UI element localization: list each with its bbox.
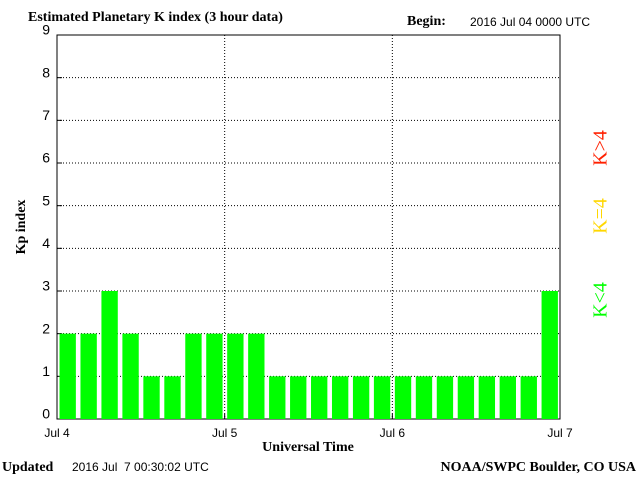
bar — [122, 333, 139, 419]
bar — [541, 291, 558, 419]
bar — [101, 291, 118, 419]
bar — [520, 376, 537, 419]
credit: NOAA/SWPC Boulder, CO USA — [440, 460, 636, 475]
y-tick-label: 0 — [42, 406, 50, 422]
chart-title: Estimated Planetary K index (3 hour data… — [28, 10, 283, 25]
y-axis-label: Kp index — [14, 200, 29, 255]
x-tick-label: Jul 6 — [380, 426, 406, 440]
y-tick-label: 6 — [42, 150, 50, 166]
bar — [415, 376, 433, 419]
bar — [59, 333, 76, 419]
y-tick-label: 7 — [42, 107, 50, 123]
y-tick-label: 3 — [42, 278, 50, 294]
bar — [436, 376, 454, 419]
x-axis-label: Universal Time — [262, 440, 354, 455]
y-tick-label: 5 — [42, 192, 50, 208]
bar — [331, 376, 349, 419]
begin-date: 2016 Jul 04 0000 UTC — [470, 15, 590, 29]
bar — [394, 376, 412, 419]
bar — [143, 376, 160, 419]
updated-date: 2016 Jul 7 00:30:02 UTC — [72, 460, 209, 474]
y-tick-label: 4 — [42, 235, 50, 251]
bar — [373, 376, 391, 419]
x-tick-label: Jul 5 — [212, 426, 238, 440]
x-tick-label: Jul 7 — [547, 426, 573, 440]
legend-entry: K>4 — [590, 130, 612, 166]
bar — [164, 376, 181, 419]
bar — [499, 376, 516, 419]
bar — [352, 376, 370, 419]
bar — [248, 333, 265, 419]
bar — [311, 376, 328, 419]
legend-entry: K<4 — [590, 282, 612, 318]
y-tick-label: 2 — [42, 320, 50, 336]
bar — [290, 376, 307, 419]
bar — [227, 333, 244, 419]
bar — [457, 376, 475, 419]
bar — [478, 376, 496, 419]
y-tick-label: 1 — [42, 363, 50, 379]
bar — [80, 333, 97, 419]
legend-entry: K=4 — [590, 198, 612, 234]
y-tick-label: 9 — [42, 22, 50, 38]
updated-label: Updated — [2, 460, 54, 475]
begin-label: Begin: — [407, 14, 446, 29]
y-tick-label: 8 — [42, 64, 50, 80]
bar — [185, 333, 202, 419]
bar — [206, 333, 223, 419]
bar — [269, 376, 286, 419]
x-tick-label: Jul 4 — [44, 426, 70, 440]
